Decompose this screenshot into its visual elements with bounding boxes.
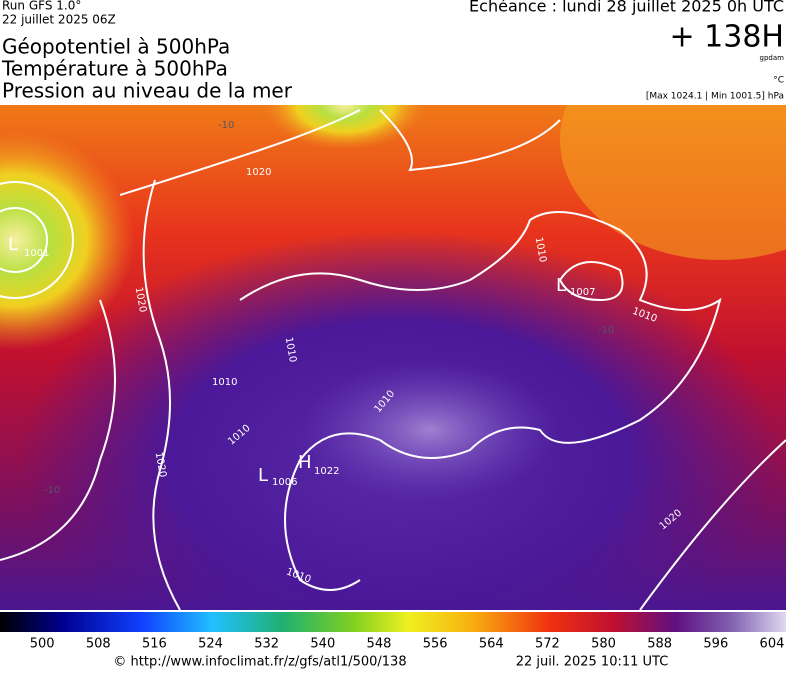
colorbar [0, 612, 786, 632]
center-value: 1001 [24, 248, 49, 259]
colorbar-tick-label: 572 [535, 637, 560, 652]
temp-label: -10 [44, 485, 60, 496]
colorbar-tick-label: 540 [310, 637, 335, 652]
footer-url: © http://www.infoclimat.fr/z/gfs/atl1/50… [113, 655, 406, 670]
colorbar-tick-label: 500 [30, 637, 55, 652]
center-symbol: L [258, 465, 268, 486]
isobar-label: 1010 [533, 236, 548, 263]
run-date: 22 juillet 2025 06Z [2, 13, 116, 27]
echeance: Echéance : lundi 28 juillet 2025 0h UTC [469, 0, 784, 16]
run: Run GFS 1.0° [2, 0, 81, 13]
colorbar-tick-label: 524 [198, 637, 223, 652]
colorbar-tick-label: 564 [479, 637, 504, 652]
colorbar-tick-label: 556 [423, 637, 448, 652]
colorbar-tick-label: 532 [254, 637, 279, 652]
unit: gpdam [760, 54, 785, 62]
title: Température à 500hPa [1, 57, 228, 81]
extremes: [Max 1024.1 | Min 1001.5] hPa [646, 92, 784, 102]
title: Pression au niveau de la mer [2, 79, 293, 103]
isobar-label: 1020 [153, 451, 168, 478]
center-symbol: H [298, 452, 312, 473]
colorbar-tick-label: 516 [142, 637, 167, 652]
center-value: 1022 [314, 466, 339, 477]
center-value: 1007 [570, 287, 595, 298]
colorbar-tick-label: 508 [86, 637, 111, 652]
colorbar-tick-label: 580 [591, 637, 616, 652]
isobar-label: 1020 [133, 286, 148, 313]
center-symbol: L [8, 234, 18, 255]
unit: °C [773, 76, 784, 86]
center-value: 1006 [272, 477, 297, 488]
title: Géopotentiel à 500hPa [2, 35, 230, 59]
isobar-label: 1010 [283, 336, 298, 363]
colorbar-tick-label: 548 [367, 637, 392, 652]
temp-label: -10 [218, 120, 234, 131]
colorbar-tick-label: 604 [760, 637, 785, 652]
isobar-label: 1010 [212, 377, 237, 388]
temp-label: -10 [598, 325, 614, 336]
isobar-label: 1020 [246, 167, 271, 178]
colorbar-tick-label: 588 [647, 637, 672, 652]
colorbar-tick-label: 596 [703, 637, 728, 652]
map [0, 105, 786, 610]
center-symbol: L [556, 275, 566, 296]
footer-timestamp: 22 juil. 2025 10:11 UTC [516, 655, 669, 670]
offset: + 138H [670, 20, 785, 55]
